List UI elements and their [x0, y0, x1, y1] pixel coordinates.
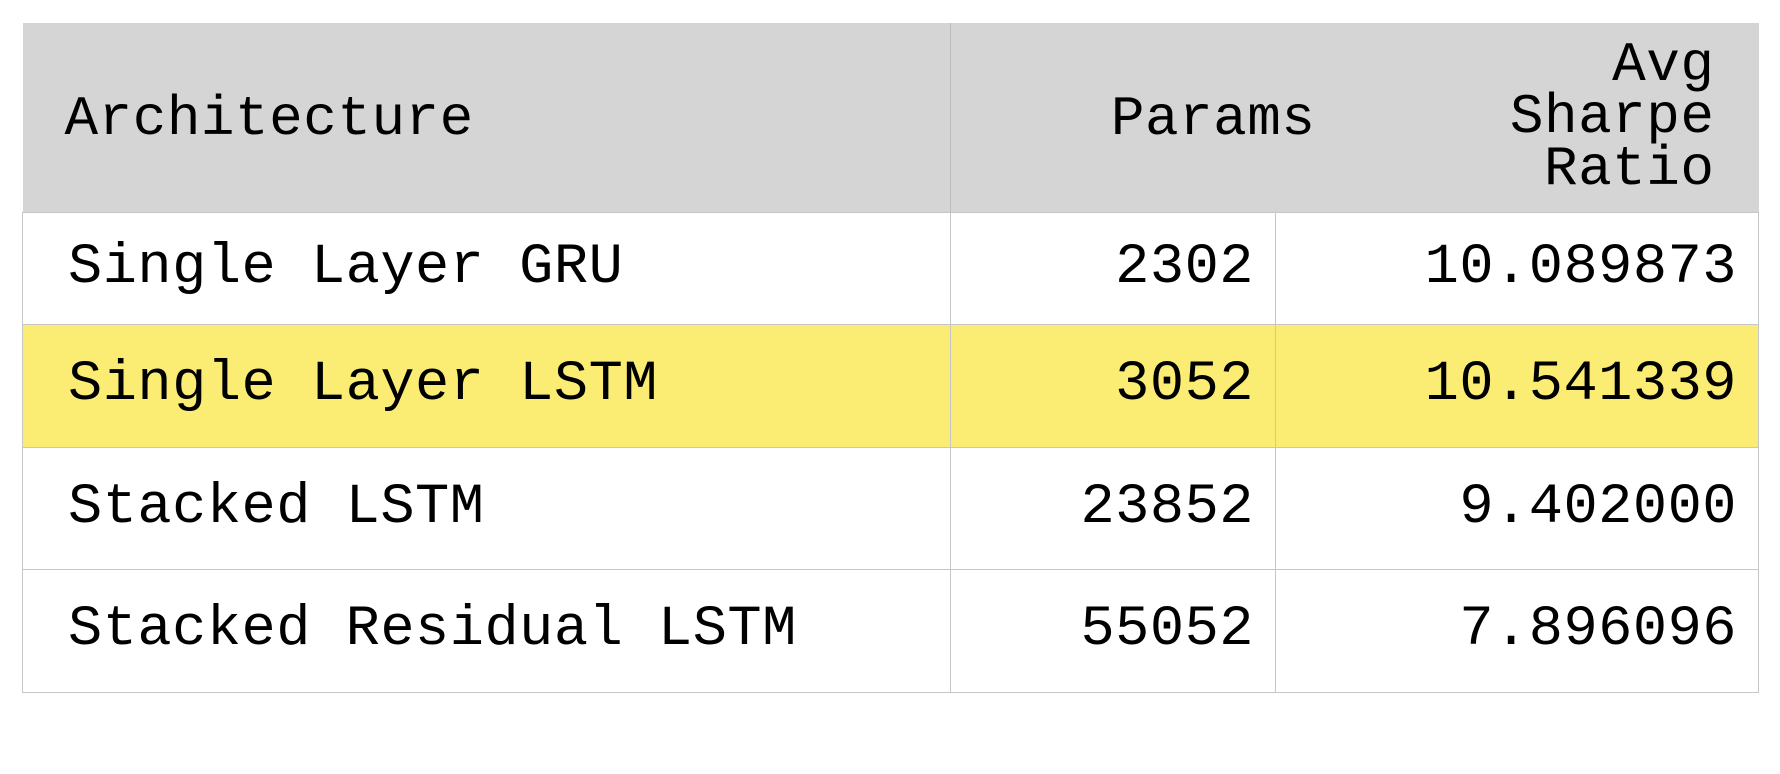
table-body: Single Layer GRU 2302 10.089873 Single L…	[22, 211, 1759, 693]
cell-sharpe: 10.089873	[1275, 211, 1759, 324]
cell-params: 55052	[950, 568, 1276, 693]
cell-architecture: Stacked Residual LSTM	[22, 568, 951, 693]
table-row: Stacked LSTM 23852 9.402000	[22, 446, 1759, 569]
cell-sharpe: 7.896096	[1275, 568, 1759, 693]
column-header-sharpe: Avg Sharpe Ratio	[1276, 23, 1759, 212]
column-header-sharpe-label: Avg Sharpe Ratio	[1509, 33, 1715, 202]
cell-architecture: Single Layer LSTM	[22, 323, 951, 447]
results-table: Architecture Params Avg Sharpe Ratio Sin…	[22, 23, 1759, 693]
cell-params: 23852	[950, 446, 1276, 569]
column-header-params: Params	[951, 23, 1315, 212]
column-header-params-label: Params	[1110, 87, 1316, 152]
table-header: Architecture Params Avg Sharpe Ratio	[22, 23, 1759, 212]
cell-sharpe: 10.541339	[1275, 323, 1759, 447]
table-row: Single Layer GRU 2302 10.089873	[22, 211, 1759, 324]
cell-architecture: Stacked LSTM	[22, 446, 951, 569]
cell-sharpe: 9.402000	[1275, 446, 1759, 569]
cell-params: 3052	[950, 323, 1276, 447]
cell-params: 2302	[950, 211, 1276, 324]
results-table-container: Architecture Params Avg Sharpe Ratio Sin…	[22, 23, 1759, 693]
table-row-highlighted: Single Layer LSTM 3052 10.541339	[22, 323, 1759, 447]
cell-architecture: Single Layer GRU	[22, 211, 951, 324]
column-header-architecture: Architecture	[22, 23, 951, 212]
table-row: Stacked Residual LSTM 55052 7.896096	[22, 568, 1759, 693]
header-row: Architecture Params Avg Sharpe Ratio	[22, 23, 1759, 212]
